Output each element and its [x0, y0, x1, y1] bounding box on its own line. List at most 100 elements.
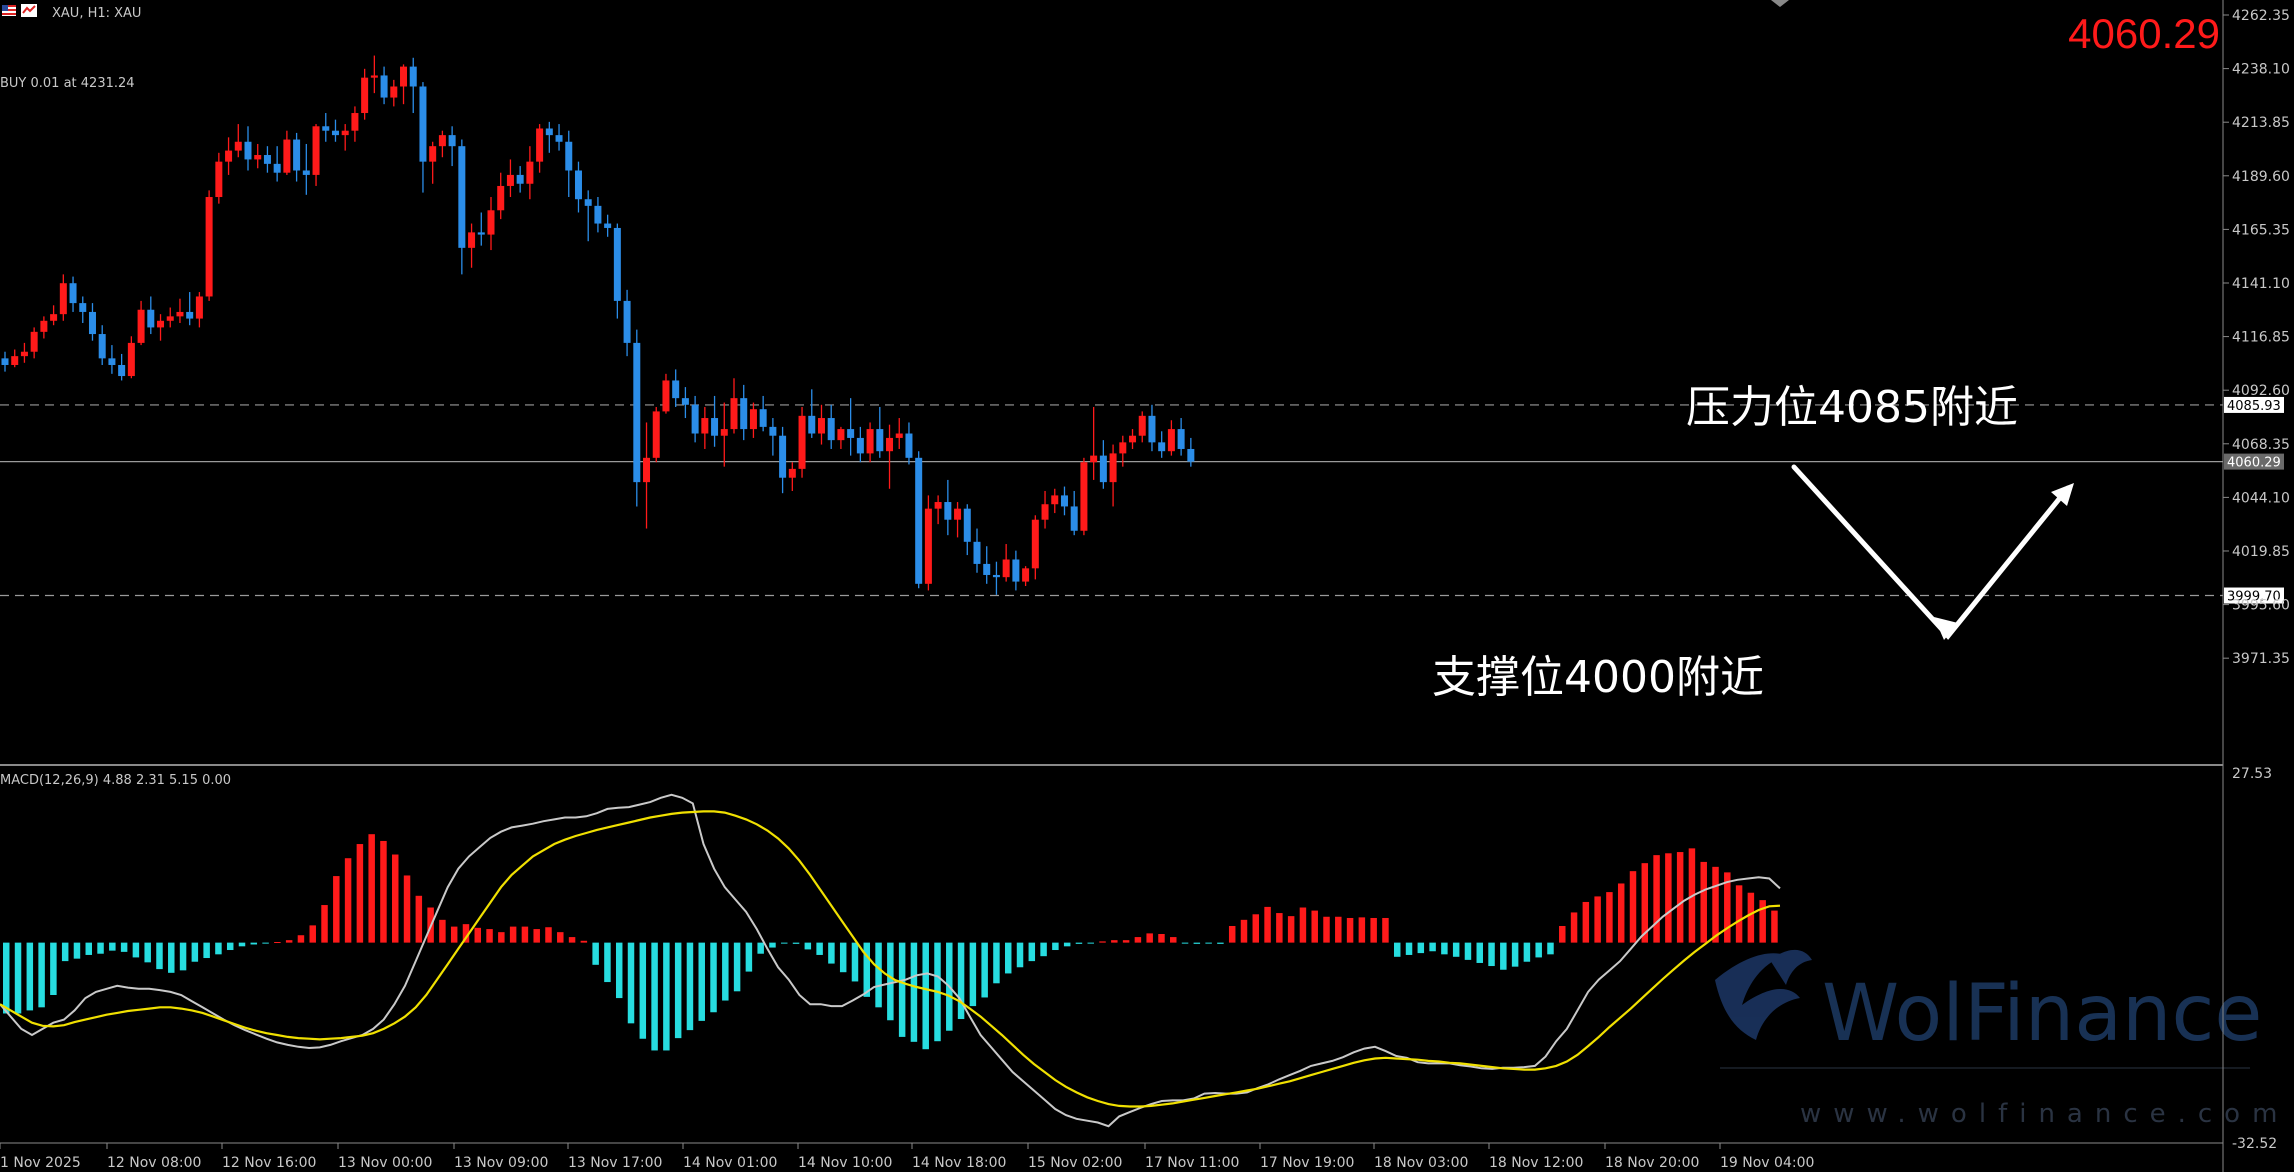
macd-histogram-bar	[521, 926, 529, 943]
price-levels: 4085.93 4060.29 3999.70	[0, 396, 2284, 605]
macd-histogram-bar	[238, 942, 246, 947]
time-tick-label: 15 Nov 02:00	[1028, 1155, 1122, 1171]
level-tag	[2224, 453, 2284, 470]
macd-histogram-bar	[1771, 910, 1778, 943]
candle-body	[205, 197, 213, 297]
macd-histogram-bar	[1217, 942, 1224, 944]
macd-histogram-bar	[1346, 917, 1354, 943]
order-line-label[interactable]: BUY 0.01 at 4231.24	[0, 76, 135, 91]
time-tick-label: 18 Nov 20:00	[1605, 1155, 1699, 1171]
macd-histogram-bar	[722, 942, 729, 1001]
candle-body	[322, 126, 330, 131]
macd-histogram-bar	[1370, 917, 1377, 943]
macd-histogram-bar	[627, 942, 635, 1024]
macd-histogram-bar	[85, 942, 92, 955]
time-tick-label: 19 Nov 04:00	[1720, 1155, 1814, 1171]
macd-histogram-bar	[1170, 937, 1177, 943]
macd-histogram-bar	[1276, 913, 1283, 943]
macd-histogram-bar	[1099, 941, 1106, 943]
candle-body	[263, 155, 271, 164]
macd-histogram-bar	[651, 942, 658, 1051]
chart-type-icon[interactable]	[21, 4, 37, 17]
candle-body	[672, 380, 680, 399]
macd-histogram-bar	[415, 895, 423, 943]
macd-histogram-bar	[38, 942, 45, 1008]
candle-body	[215, 161, 223, 198]
macd-histogram-bar	[1452, 942, 1460, 957]
macd-histogram-bar	[262, 942, 269, 944]
watermark: WolFinance www.wolfinance.com	[1715, 949, 2277, 1129]
macd-histogram-bar	[1146, 933, 1153, 943]
macd-histogram-bar	[1040, 942, 1047, 957]
macd-histogram-bar	[1735, 885, 1743, 943]
macd-histogram-bar	[1287, 916, 1295, 943]
candle-body	[1002, 559, 1010, 578]
macd-histogram-bar	[1500, 942, 1507, 970]
macd-histogram-bar	[1617, 883, 1625, 943]
macd-histogram-bar	[1629, 871, 1637, 943]
candle-body	[633, 342, 641, 483]
candle-body	[331, 130, 339, 136]
flag-icon	[2, 5, 16, 16]
macd-histogram-bar	[1393, 942, 1401, 957]
candle-body	[11, 356, 19, 365]
candle-body	[1099, 455, 1107, 483]
macd-histogram-bar	[1641, 863, 1649, 943]
scroll-marker-icon[interactable]	[1771, 0, 1789, 7]
candle-body	[847, 429, 855, 438]
macd-histogram-bar	[639, 942, 647, 1039]
macd-histogram-bar	[969, 942, 977, 1007]
macd-histogram-bar	[887, 942, 894, 1021]
macd-histogram-bar	[356, 844, 364, 943]
candle-body	[973, 541, 981, 564]
candle-body	[584, 199, 592, 206]
arrow-head-icon	[2051, 483, 2074, 506]
macd-histogram-bar	[1063, 942, 1071, 947]
candle-body	[157, 320, 165, 328]
macd-histogram-bar	[1700, 861, 1707, 943]
macd-histogram-bar	[61, 942, 69, 962]
macd-histogram-bar	[380, 840, 387, 943]
candle-body	[983, 563, 991, 575]
macd-histogram-bar	[309, 925, 316, 943]
macd-label: MACD(12,26,9) 4.88 2.31 5.15 0.00	[0, 773, 231, 788]
candle-body	[1031, 519, 1039, 569]
symbol-header: XAU, H1: XAU	[2, 4, 141, 21]
candle-body	[788, 468, 796, 478]
macd-axis: 27.53 -32.52	[2232, 766, 2277, 1152]
forecast-arrow	[1791, 464, 2071, 640]
macd-histogram-bar	[1476, 942, 1483, 963]
macd-histogram-bar	[14, 942, 22, 1014]
candle-body	[137, 309, 145, 343]
candle-body	[866, 429, 874, 454]
macd-histogram-bar	[1252, 914, 1260, 943]
candle-body	[905, 433, 913, 458]
macd-histogram-bar	[97, 942, 104, 954]
macd-histogram-bar	[191, 942, 199, 962]
candle-body	[604, 223, 612, 228]
candle-body	[108, 358, 116, 365]
macd-histogram-bar	[179, 942, 187, 971]
macd-tick-label: -32.52	[2232, 1136, 2277, 1152]
candle-body	[652, 411, 660, 458]
level-tag-label: 3999.70	[2227, 590, 2281, 605]
macd-histogram-bar	[1111, 940, 1118, 943]
time-tick-label: 12 Nov 08:00	[107, 1155, 201, 1171]
macd-histogram-bar	[1240, 919, 1248, 943]
macd-histogram-bar	[557, 932, 564, 943]
candle-body	[166, 316, 174, 321]
macd-histogram-bar	[816, 942, 823, 955]
price-tick-label: 4068.35	[2232, 437, 2290, 453]
candle-body	[254, 155, 262, 160]
macd-histogram-bar	[486, 929, 493, 943]
candle-body	[1022, 568, 1030, 582]
candle-body	[487, 210, 495, 235]
macd-histogram-bar	[875, 942, 882, 1008]
macd-histogram-bar	[1405, 942, 1413, 955]
candle-body	[69, 283, 77, 304]
macd-histogram-bar	[604, 942, 611, 983]
macd-histogram-bar	[203, 942, 210, 959]
macd-histogram-bar	[156, 942, 163, 970]
candle-body	[244, 141, 252, 160]
